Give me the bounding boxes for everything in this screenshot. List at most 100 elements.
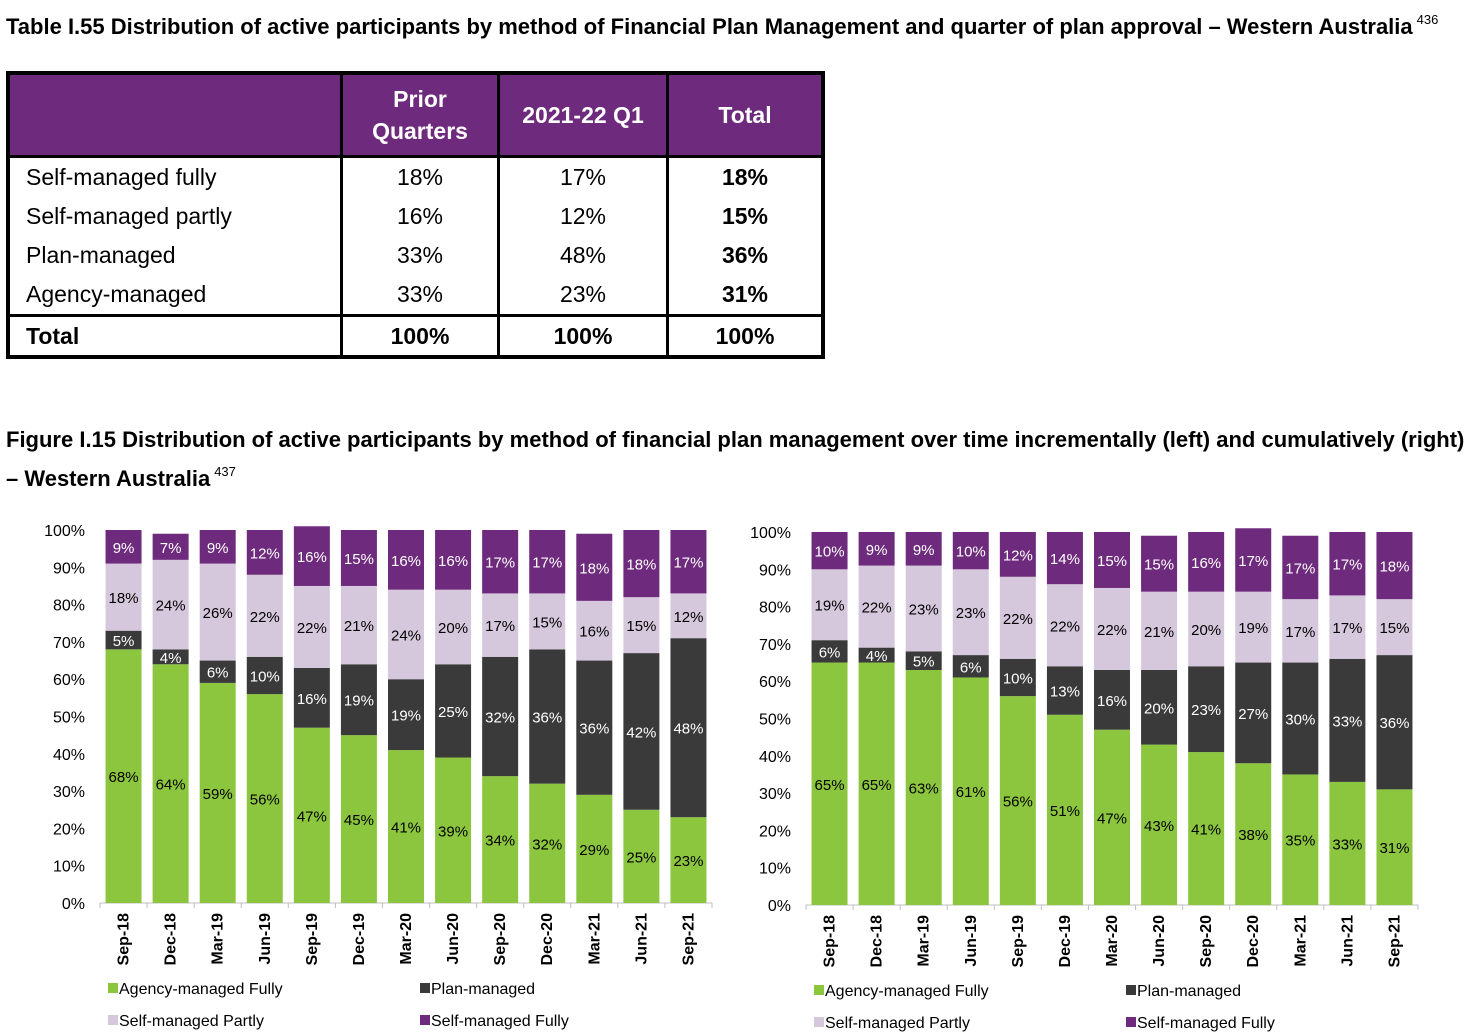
data-label: 20% — [1191, 622, 1221, 639]
data-label: 18% — [579, 560, 609, 577]
data-label: 36% — [1379, 715, 1409, 732]
y-tick-label: 60% — [759, 674, 791, 691]
bar-segment-plan-managed — [1376, 655, 1413, 790]
y-tick-label: 100% — [44, 523, 85, 540]
bar-segment-plan-managed — [105, 630, 142, 650]
x-tick-label: Sep-20 — [1198, 915, 1215, 968]
legend-swatch-self-managed-fully — [420, 1015, 430, 1025]
y-tick-label: 100% — [750, 525, 791, 542]
data-label: 7% — [160, 540, 182, 557]
bar-segment-self-managed-fully — [858, 532, 895, 566]
bar-segment-agency-managed-fully — [670, 817, 707, 903]
data-label: 17% — [1238, 553, 1268, 570]
data-label: 19% — [815, 598, 845, 615]
y-tick-label: 90% — [53, 560, 85, 577]
y-tick-label: 70% — [53, 635, 85, 652]
x-tick-label: Jun-21 — [1339, 915, 1356, 967]
x-tick-label: Dec-20 — [539, 913, 556, 966]
legend-label: Agency-managed Fully — [119, 981, 283, 998]
cumulative-chart-svg: 0% 10% 20% 30% 40% 50% 60% 70% 80% 90% 100% 65% 6% 19… — [750, 525, 1419, 1032]
bar-segment-agency-managed-fully — [623, 809, 660, 903]
bar-segment-plan-managed — [576, 660, 613, 795]
bar-segment-agency-managed-fully — [1235, 763, 1272, 905]
x-tick-label: Jun-19 — [963, 915, 980, 967]
bar-segment-plan-managed — [482, 656, 519, 777]
data-label: 22% — [1050, 618, 1080, 635]
row-label: Self-managed fully — [26, 164, 217, 190]
data-label: 23% — [673, 853, 703, 870]
legend-label: Self-managed Fully — [1137, 1015, 1275, 1032]
bar-segment-agency-managed-fully — [388, 750, 424, 903]
header-cell-total: Total — [666, 73, 823, 158]
y-tick-label: 30% — [53, 784, 85, 801]
data-label: 15% — [1097, 553, 1127, 570]
y-tick-label: 60% — [53, 672, 85, 689]
bar-segment-self-managed-partly — [435, 589, 472, 665]
table-cell: 17% — [497, 156, 668, 197]
data-label: 17% — [1285, 624, 1315, 641]
legend-swatch-plan-managed — [420, 983, 430, 993]
data-label: 17% — [1285, 560, 1315, 577]
table-cell-total: 36% — [666, 236, 823, 275]
data-label: 19% — [344, 693, 374, 710]
data-label: 25% — [438, 704, 468, 721]
bar-segment-self-managed-fully — [152, 533, 189, 560]
bar-segment-agency-managed-fully — [1141, 744, 1178, 905]
table-caption: Table I.55 Distribution of active partic… — [6, 12, 1439, 39]
data-label: 61% — [956, 784, 986, 801]
bar-segment-self-managed-partly — [388, 589, 424, 680]
legend-swatch-self-managed-fully — [1126, 1017, 1136, 1027]
y-tick-label: 40% — [53, 747, 85, 764]
data-label: 18% — [626, 557, 656, 574]
bar-segment-self-managed-fully — [1046, 532, 1083, 585]
bar-segment-self-managed-partly — [1376, 599, 1413, 656]
bar-segment-self-managed-partly — [952, 569, 989, 656]
y-tick-label: 90% — [759, 562, 791, 579]
bar-segment-self-managed-fully — [1329, 532, 1366, 596]
data-label: 15% — [626, 618, 656, 635]
figure-footnote: 437 — [214, 464, 236, 479]
bar-segment-self-managed-fully — [576, 533, 613, 601]
data-label: 33% — [1332, 836, 1362, 853]
data-label: 34% — [485, 833, 515, 850]
y-tick-label: 50% — [759, 712, 791, 729]
figure-caption: Figure I.15 Distribution of active parti… — [6, 427, 1465, 491]
y-tick-label: 50% — [53, 710, 85, 727]
legend-swatch-self-managed-partly — [814, 1017, 824, 1027]
legend-label: Plan-managed — [1137, 983, 1241, 1000]
bar-segment-agency-managed-fully — [105, 649, 142, 903]
bar-segment-self-managed-fully — [246, 530, 283, 575]
bar-segment-plan-managed — [199, 660, 236, 683]
data-label: 15% — [1144, 557, 1174, 574]
bar-segment-self-managed-partly — [199, 563, 236, 661]
data-label: 30% — [1285, 712, 1315, 729]
table-cell-total: 31% — [666, 275, 823, 316]
bar-segment-plan-managed — [1282, 662, 1319, 775]
data-label: 16% — [297, 691, 327, 708]
data-label: 17% — [485, 555, 515, 572]
bar-segment-agency-managed-fully — [1329, 781, 1366, 905]
table-total-row: Total 100% 100% 100% — [8, 314, 823, 357]
bar-segment-agency-managed-fully — [1188, 752, 1225, 905]
data-label: 64% — [156, 777, 186, 794]
bar-segment-self-managed-fully — [1235, 528, 1272, 592]
table-cell: 18% — [340, 156, 499, 197]
table-cell: 33% — [340, 236, 499, 275]
legend-label: Plan-managed — [431, 981, 535, 998]
bar-segment-self-managed-fully — [952, 532, 989, 570]
bar-segment-self-managed-fully — [388, 530, 424, 590]
data-label: 6% — [207, 665, 229, 682]
data-label: 22% — [250, 609, 280, 626]
table-cell: 12% — [497, 197, 668, 236]
bar-segment-self-managed-partly — [293, 585, 330, 669]
bar-segment-plan-managed — [999, 658, 1036, 697]
bar-segment-plan-managed — [246, 656, 283, 695]
data-label: 16% — [579, 624, 609, 641]
row-label: Total — [8, 314, 342, 357]
table-cell-total: 15% — [666, 197, 823, 236]
data-label: 68% — [109, 769, 139, 786]
x-tick-label: Dec-18 — [869, 915, 886, 968]
data-label: 17% — [485, 618, 515, 635]
x-tick-label: Sep-18 — [822, 915, 839, 968]
data-label: 65% — [815, 777, 845, 794]
